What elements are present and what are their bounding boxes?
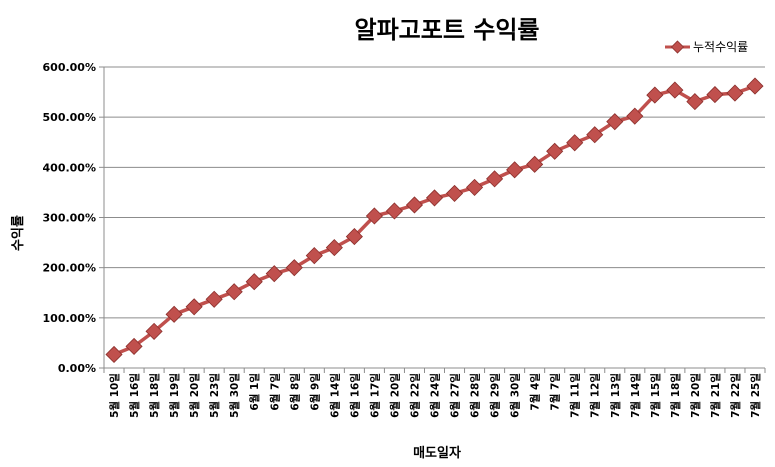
data-point	[145, 322, 163, 340]
series-line	[113, 84, 756, 357]
x-tick-label: 7월 4일	[529, 373, 542, 411]
x-tick-label: 5월 30일	[228, 373, 241, 418]
x-tick-label: 7월 15일	[649, 373, 662, 418]
x-tick-label: 6월 29일	[489, 373, 502, 418]
x-tick-label: 6월 27일	[449, 373, 462, 418]
data-point	[185, 298, 203, 316]
legend-label: 누적수익률	[693, 40, 748, 54]
y-tick-label: 500.00%	[43, 111, 96, 124]
data-point	[405, 196, 424, 214]
x-tick-label: 7월 18일	[669, 373, 682, 418]
y-tick-labels: 0.00% 100.00% 200.00% 300.00% 400.00% 500.00%…	[43, 61, 96, 375]
x-tick-label: 6월 8일	[288, 373, 301, 411]
x-tick-label: 6월 30일	[509, 373, 522, 418]
data-point	[526, 155, 544, 173]
legend: 누적수익률	[665, 40, 748, 54]
data-point	[445, 184, 464, 202]
data-point	[385, 202, 404, 220]
x-tick-label: 5월 23일	[208, 373, 221, 418]
x-tick-label: 6월 17일	[368, 373, 381, 418]
data-point	[125, 337, 143, 355]
data-point	[586, 126, 604, 144]
x-tick-label: 5월 20일	[188, 373, 201, 418]
axes	[103, 67, 766, 373]
x-tick-label: 5월 18일	[148, 373, 161, 418]
data-point	[365, 207, 383, 225]
y-tick-label: 400.00%	[43, 161, 96, 174]
x-tick-label: 7월 21일	[709, 373, 722, 418]
data-point	[746, 77, 764, 95]
data-point	[225, 283, 243, 301]
data-point	[425, 189, 444, 207]
chart-title: 알파고포트 수익률	[355, 16, 540, 44]
gridlines	[99, 66, 765, 369]
data-point	[465, 178, 484, 196]
data-point	[245, 273, 263, 291]
data-point	[666, 81, 684, 99]
x-tick-label: 5월 10일	[108, 373, 121, 418]
y-tick-label: 200.00%	[43, 262, 96, 275]
data-point	[265, 265, 283, 283]
data-point	[305, 247, 323, 265]
x-tick-label: 7월 14일	[629, 373, 642, 418]
data-point	[506, 161, 524, 179]
x-tick-label: 6월 20일	[388, 373, 401, 418]
x-tick-label: 7월 12일	[589, 373, 602, 418]
x-tick-label: 6월 14일	[328, 373, 341, 418]
data-point	[486, 170, 504, 188]
data-point	[686, 93, 704, 111]
x-tick-label: 6월 22일	[408, 373, 421, 418]
x-tick-label: 6월 9일	[308, 373, 321, 411]
y-tick-label: 100.00%	[43, 312, 96, 325]
data-point	[205, 290, 223, 308]
data-point	[606, 113, 624, 131]
data-point	[726, 84, 744, 102]
series-layer	[105, 77, 764, 364]
y-axis-label: 수익률	[10, 215, 26, 251]
legend-marker	[670, 40, 685, 54]
x-tick-labels: 5월 10일 5월 16일 5월 18일 5월 19일 5월 20일 5월 23일 5월 3…	[108, 373, 762, 418]
x-tick-label: 6월 1일	[248, 373, 261, 411]
x-tick-label: 7월 22일	[729, 373, 742, 418]
x-tick-label: 5월 19일	[168, 373, 181, 418]
x-tick-label: 6월 16일	[348, 373, 361, 418]
x-tick-label: 6월 28일	[469, 373, 482, 418]
data-point	[706, 86, 724, 104]
data-point	[105, 345, 123, 364]
data-point	[325, 239, 343, 257]
x-axis-label: 매도일자	[413, 446, 461, 461]
data-point	[646, 86, 664, 104]
x-tick-label: 6월 7일	[268, 373, 281, 411]
data-point	[626, 107, 644, 125]
x-tick-label: 6월 24일	[429, 373, 442, 418]
x-tick-label: 7월 11일	[569, 373, 582, 418]
x-tick-label: 5월 16일	[128, 373, 141, 418]
x-tick-label: 7월 25일	[749, 373, 762, 418]
y-tick-label: 600.00%	[43, 61, 96, 74]
data-point	[546, 142, 564, 160]
x-tick-label: 7월 13일	[609, 373, 622, 418]
x-tick-label: 7월 20일	[689, 373, 702, 418]
x-tick-label: 7월 7일	[549, 373, 562, 411]
data-point	[345, 227, 363, 246]
y-tick-label: 300.00%	[43, 212, 96, 225]
y-tick-label: 0.00%	[58, 362, 96, 375]
data-point	[285, 259, 303, 277]
data-point	[165, 305, 183, 323]
data-point	[566, 134, 584, 152]
